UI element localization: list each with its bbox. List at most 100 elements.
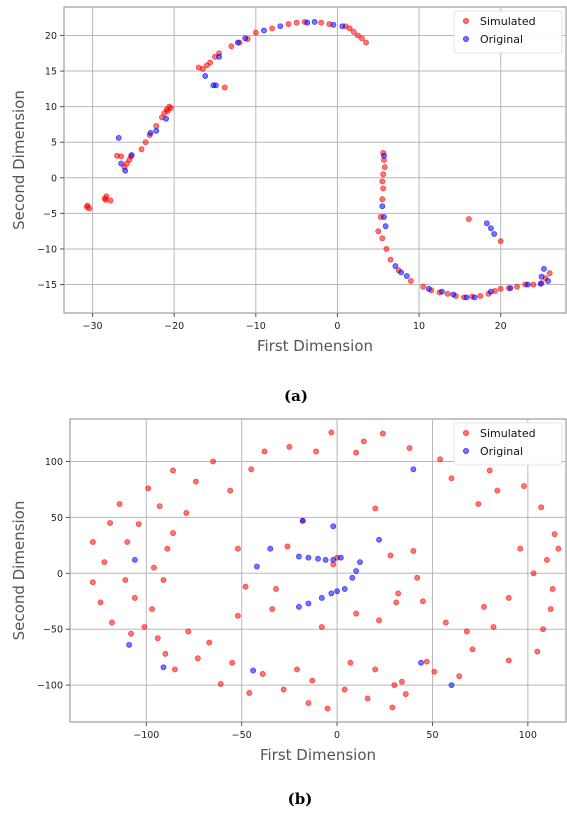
scatter-point-original	[128, 152, 135, 158]
scatter-point-simulated	[341, 686, 348, 693]
scatter-point-original	[538, 273, 545, 280]
scatter-point-simulated	[328, 429, 335, 436]
y-axis-label: Second Dimension	[10, 90, 28, 230]
scatter-point-original	[216, 53, 222, 60]
scatter-point-simulated	[375, 228, 382, 235]
scatter-point-simulated	[544, 556, 550, 563]
x-tick-label: 50	[426, 730, 438, 741]
scatter-point-simulated	[346, 25, 353, 32]
scatter-point-original	[118, 160, 125, 167]
scatter-point-original	[311, 19, 318, 25]
y-tick-label: −10	[37, 244, 57, 255]
scatter-point-simulated	[538, 504, 545, 511]
caption-a: (a)	[284, 387, 308, 405]
scatter-point-original	[491, 231, 498, 237]
scatter-point-original	[318, 594, 325, 601]
scatter-point-original	[304, 19, 311, 26]
scatter-point-original	[305, 600, 312, 607]
scatter-point-original	[261, 27, 267, 34]
scatter-point-simulated	[102, 196, 109, 203]
scatter-panel-b: −100 −50 0 50 100 −100 −50 0 50 100 First Dimensio…	[10, 418, 567, 764]
scatter-point-original	[160, 664, 167, 671]
scatter-point-original	[349, 574, 356, 581]
y-tick-label: −50	[43, 625, 63, 636]
x-tick-label: 100	[519, 730, 537, 741]
scatter-point-original	[163, 115, 169, 122]
scatter-point-simulated	[350, 29, 357, 35]
scatter-point-simulated	[549, 586, 556, 592]
legend-marker-simulated	[463, 430, 469, 436]
scatter-point-simulated	[481, 603, 487, 610]
scatter-point-simulated	[393, 599, 400, 606]
scatter-point-simulated	[116, 501, 123, 507]
scatter-point-original	[267, 545, 274, 552]
scatter-point-simulated	[185, 628, 192, 635]
scatter-panel-a: −30 −20 −10 0 10 20 −15 −10 −5 0 5 10 15 20 First Dime…	[10, 6, 567, 355]
x-tick-label: −20	[164, 321, 184, 332]
scatter-point-simulated	[229, 659, 236, 666]
scatter-point-simulated	[170, 467, 176, 474]
y-tick-label: −5	[43, 209, 57, 220]
plot-area	[69, 418, 567, 723]
scatter-point-simulated	[530, 570, 537, 577]
scatter-point-original	[537, 280, 544, 287]
scatter-point-simulated	[555, 545, 562, 552]
x-tick-label: 10	[413, 321, 425, 332]
x-tick-label: −50	[232, 730, 252, 741]
legend-marker-original	[463, 448, 469, 454]
y-tick-label: 10	[45, 102, 57, 113]
legend	[453, 422, 563, 466]
scatter-point-original	[471, 294, 478, 301]
scatter-point-original	[382, 223, 389, 230]
scatter-point-original	[488, 225, 494, 232]
scatter-point-simulated	[490, 624, 497, 630]
y-tick-label: 20	[45, 31, 57, 42]
scatter-point-simulated	[363, 39, 369, 46]
scatter-point-simulated	[269, 25, 276, 32]
scatter-point-original	[131, 556, 138, 563]
scatter-point-original	[315, 555, 321, 562]
scatter-point-simulated	[530, 281, 537, 288]
scatter-point-simulated	[437, 456, 443, 463]
scatter-point-simulated	[423, 658, 430, 665]
scatter-point-simulated	[444, 290, 451, 297]
scatter-point-simulated	[89, 579, 96, 586]
scatter-point-simulated	[285, 21, 292, 27]
scatter-point-simulated	[154, 635, 161, 642]
legend-label-original: Original	[480, 33, 523, 46]
scatter-point-simulated	[475, 501, 482, 507]
scatter-point-simulated	[252, 29, 259, 36]
legend	[453, 10, 563, 54]
scatter-point-simulated	[101, 559, 108, 566]
scatter-point-simulated	[410, 548, 417, 554]
scatter-point-simulated	[172, 666, 178, 673]
scatter-point-simulated	[408, 278, 414, 284]
scatter-point-original	[330, 21, 337, 28]
scatter-point-original	[488, 288, 494, 295]
scatter-point-simulated	[228, 43, 235, 50]
scatter-point-original	[305, 554, 312, 561]
scatter-point-simulated	[269, 606, 276, 612]
x-tick-label: −30	[83, 321, 103, 332]
scatter-point-simulated	[448, 475, 455, 482]
scatter-point-simulated	[387, 256, 394, 263]
scatter-point-original	[507, 285, 514, 291]
scatter-point-original	[398, 269, 405, 276]
y-tick-label: 5	[51, 138, 57, 149]
scatter-point-simulated	[142, 139, 149, 146]
scatter-point-simulated	[406, 445, 413, 451]
scatter-point-simulated	[379, 196, 386, 203]
scatter-point-original	[425, 285, 432, 292]
scatter-point-original	[483, 220, 490, 227]
scatter-point-simulated	[234, 545, 241, 552]
scatter-point-simulated	[379, 178, 386, 185]
scatter-point-original	[296, 553, 302, 560]
scatter-point-simulated	[199, 66, 206, 72]
scatter-point-simulated	[463, 628, 470, 635]
scatter-point-original	[254, 563, 260, 570]
scatter-point-simulated	[353, 449, 360, 456]
scatter-point-simulated	[534, 648, 541, 655]
scatter-point-simulated	[107, 197, 114, 204]
scatter-point-simulated	[486, 467, 493, 474]
